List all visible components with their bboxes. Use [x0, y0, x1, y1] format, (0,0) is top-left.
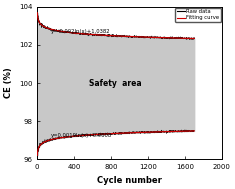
Y-axis label: CE (%): CE (%) [4, 68, 13, 98]
Text: Safety  area: Safety area [89, 79, 142, 88]
Text: y=-0.002ln(x)+1.0382: y=-0.002ln(x)+1.0382 [51, 29, 111, 34]
X-axis label: Cycle number: Cycle number [97, 176, 162, 185]
Text: y=0.0019ln(x)+0.9608: y=0.0019ln(x)+0.9608 [51, 133, 112, 139]
Legend: Raw data, Fitting curve: Raw data, Fitting curve [175, 8, 221, 22]
